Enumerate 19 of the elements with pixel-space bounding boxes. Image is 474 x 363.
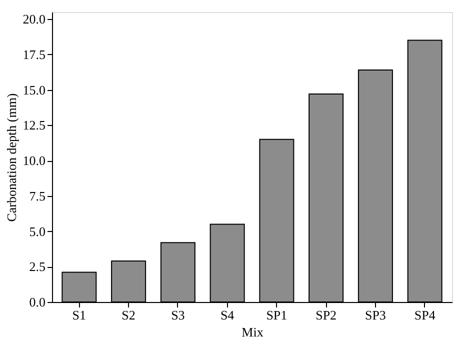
- x-tick-label: S4: [220, 308, 235, 322]
- x-tick-label: S2: [122, 308, 136, 322]
- y-axis-title: Carbonation depth (mm): [4, 93, 19, 222]
- x-tick-label: SP3: [364, 308, 386, 322]
- y-tick-label: 20.0: [22, 12, 46, 27]
- x-axis-title: Mix: [242, 324, 264, 340]
- y-tick-label: 7.5: [29, 188, 46, 204]
- y-tick-label: 17.5: [22, 46, 46, 62]
- x-tick-label: SP4: [414, 308, 436, 322]
- y-tick-label: 5.0: [29, 224, 46, 239]
- y-tick-label: 15.0: [22, 82, 46, 98]
- x-tick-label: SP1: [266, 308, 288, 322]
- x-tick-label: SP2: [316, 308, 337, 322]
- y-tick-label: 12.5: [22, 118, 46, 133]
- x-tick-label: S3: [171, 308, 185, 322]
- y-tick-label: 2.5: [29, 259, 46, 274]
- y-tick-label: 10.0: [22, 153, 46, 168]
- y-tick-label: 0.0: [29, 294, 46, 310]
- x-tick-label: S1: [72, 308, 86, 322]
